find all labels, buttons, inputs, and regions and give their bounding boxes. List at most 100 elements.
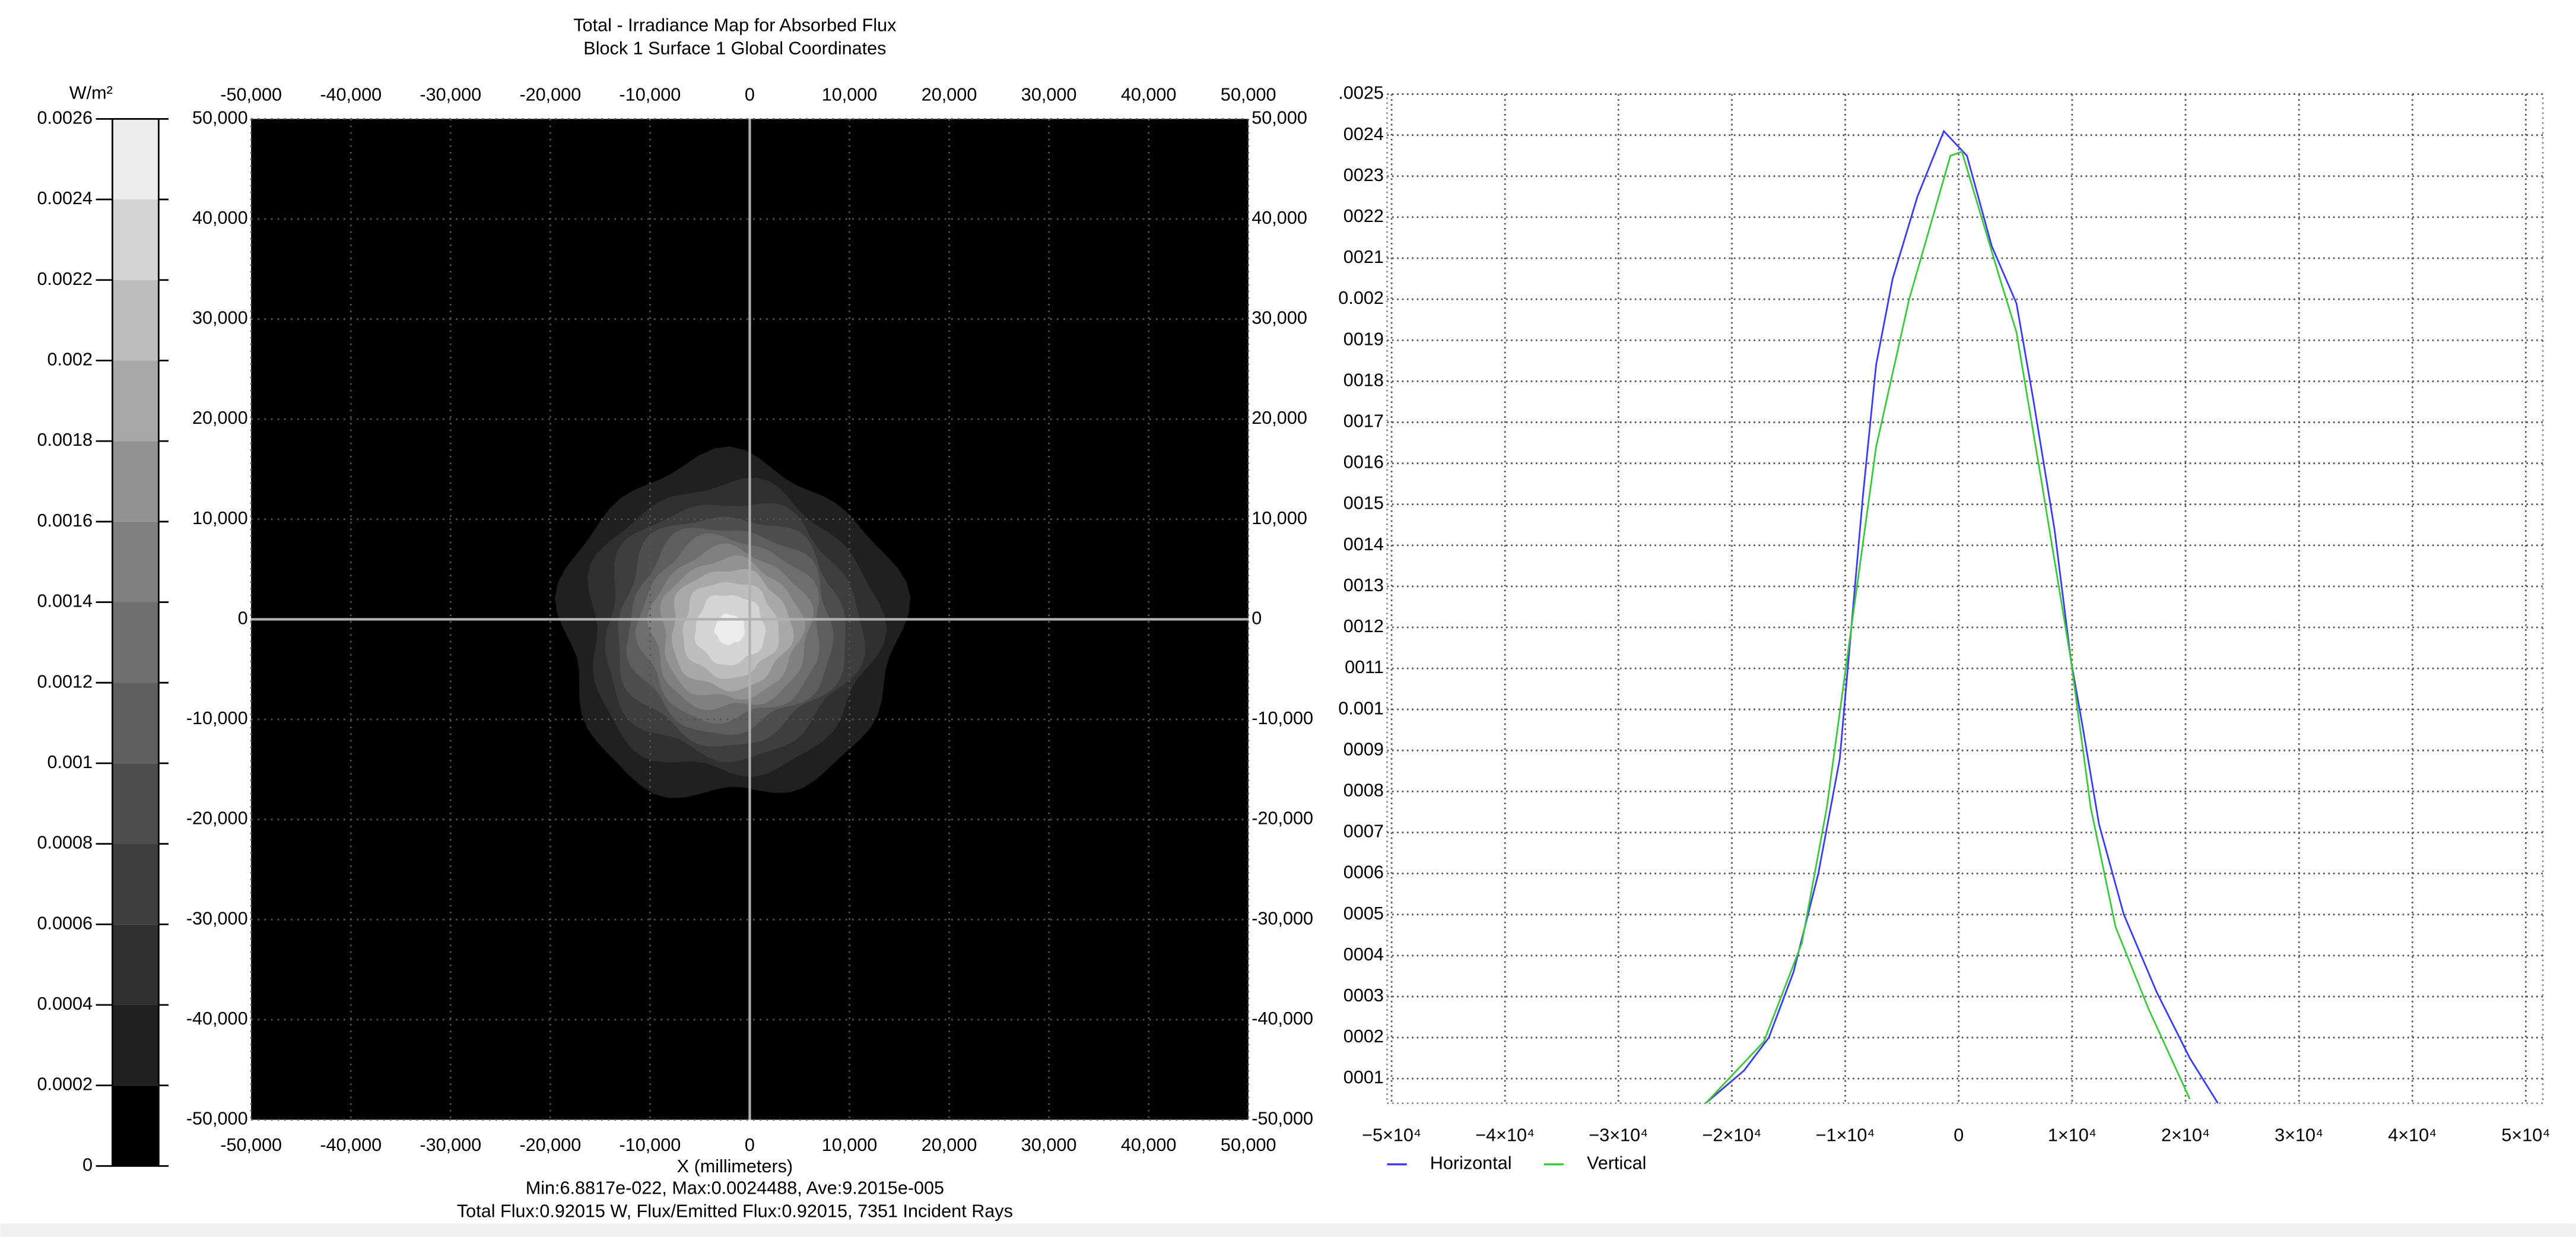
y-tick-label: 0.001: [1338, 698, 1384, 718]
y-tick-label: -40,000: [186, 1008, 248, 1029]
x-axis-label: X (millimeters): [677, 1156, 793, 1176]
colorbar-band: [112, 924, 159, 1005]
y-tick-label: -40,000: [1252, 1008, 1313, 1029]
x-tick-label: 3×10⁴: [2275, 1125, 2323, 1145]
y-tick-label: 10,000: [192, 508, 248, 528]
y-tick-label: 0021: [1343, 247, 1384, 267]
y-tick-label: -10,000: [186, 708, 248, 728]
colorbar-tick-label: 0.0014: [37, 591, 93, 611]
colorbar-tick-label: 0.0018: [37, 430, 93, 450]
x-tick-label: 0: [745, 84, 755, 104]
x-tick-label: 0: [1954, 1125, 1964, 1145]
contour-region: [714, 613, 745, 645]
y-tick-label: 40,000: [192, 208, 248, 228]
colorbar-band: [112, 441, 159, 522]
flux-note: Total Flux:0.92015 W, Flux/Emitted Flux:…: [457, 1201, 1013, 1221]
x-tick-label: -10,000: [620, 1135, 681, 1155]
colorbar-band: [112, 199, 159, 280]
colorbar-tick-label: 0.002: [47, 349, 93, 369]
y-tick-label: 0023: [1343, 165, 1384, 185]
colorbar-tick-label: 0.0024: [37, 188, 93, 208]
x-tick-label: 50,000: [1221, 1135, 1276, 1155]
colorbar-band: [112, 1085, 159, 1166]
x-tick-label: -10,000: [620, 84, 681, 104]
y-tick-label: 0022: [1343, 206, 1384, 226]
x-tick-label: -50,000: [220, 1135, 282, 1155]
x-tick-label: -50,000: [220, 84, 282, 104]
colorbar-band: [112, 119, 159, 200]
y-tick-label: .0025: [1338, 83, 1384, 103]
colorbar-band: [112, 843, 159, 925]
y-tick-label: 0012: [1343, 616, 1384, 636]
y-tick-label: -50,000: [186, 1109, 248, 1129]
y-tick-label: 0: [238, 608, 248, 628]
legend-label: Horizontal: [1430, 1153, 1512, 1173]
y-tick-label: 0014: [1343, 534, 1384, 554]
y-tick-label: 20,000: [1252, 408, 1307, 428]
window-edge: [0, 1223, 2576, 1237]
x-tick-label: −1×10⁴: [1816, 1125, 1875, 1145]
y-tick-label: 0017: [1343, 411, 1384, 432]
x-tick-label: -20,000: [519, 1135, 581, 1155]
x-tick-label: 20,000: [922, 84, 977, 104]
x-tick-label: −2×10⁴: [1702, 1125, 1762, 1145]
x-tick-label: -40,000: [320, 84, 382, 104]
x-tick-label: −5×10⁴: [1362, 1125, 1421, 1145]
colorbar-tick-label: 0.0006: [37, 913, 93, 933]
colorbar-band: [112, 280, 159, 361]
colorbar-band: [112, 521, 159, 602]
y-tick-label: 20,000: [192, 408, 248, 428]
y-tick-label: 50,000: [192, 107, 248, 128]
y-tick-label: 30,000: [192, 308, 248, 328]
contours: [555, 446, 911, 798]
y-tick-label: 10,000: [1252, 508, 1307, 528]
y-tick-label: 0: [1252, 608, 1262, 628]
colorbar-band: [112, 602, 159, 683]
y-tick-label: -20,000: [1252, 808, 1313, 829]
plot-frame: [1386, 93, 2544, 1105]
colorbar-band: [112, 360, 159, 442]
x-tick-label: 40,000: [1121, 1135, 1177, 1155]
x-tick-label: -30,000: [420, 84, 481, 104]
colorbar-frame: [112, 118, 160, 1167]
colorbar-tick-label: 0.0022: [37, 269, 93, 289]
colorbar-tick-label: 0.0026: [37, 107, 93, 128]
colorbar-label: W/m²: [69, 83, 113, 103]
y-tick-label: 0004: [1343, 944, 1384, 965]
y-tick-label: 0011: [1345, 657, 1384, 677]
y-tick-label: 0016: [1343, 452, 1384, 472]
x-tick-label: −4×10⁴: [1475, 1125, 1535, 1145]
x-tick-label: -40,000: [320, 1135, 382, 1155]
x-tick-label: 30,000: [1021, 1135, 1077, 1155]
y-tick-label: 30,000: [1252, 308, 1307, 328]
y-tick-label: 0019: [1343, 329, 1384, 349]
x-tick-label: 1×10⁴: [2048, 1125, 2097, 1145]
data-line: [1705, 129, 2219, 1104]
stats-note: Min:6.8817e-022, Max:0.0024488, Ave:9.20…: [526, 1178, 944, 1198]
colorbar-tick-label: 0.0002: [37, 1074, 93, 1095]
colorbar-tick-label: 0.001: [47, 752, 93, 772]
y-tick-label: -50,000: [1252, 1109, 1313, 1129]
colorbar-tick-label: 0: [82, 1154, 93, 1175]
colorbar-band: [112, 763, 159, 844]
x-tick-label: −3×10⁴: [1589, 1125, 1648, 1145]
x-tick-label: 50,000: [1221, 84, 1276, 104]
x-tick-label: -30,000: [420, 1135, 481, 1155]
y-tick-label: 50,000: [1252, 107, 1307, 128]
y-tick-label: 0013: [1343, 575, 1384, 595]
y-tick-label: 0006: [1343, 862, 1384, 883]
x-tick-label: -20,000: [519, 84, 581, 104]
y-tick-label: -10,000: [1252, 708, 1313, 728]
y-tick-label: 0015: [1343, 493, 1384, 513]
x-tick-label: 10,000: [822, 1135, 878, 1155]
y-tick-label: -30,000: [1252, 908, 1313, 928]
data-line: [1705, 150, 2191, 1104]
y-tick-label: 0002: [1343, 1026, 1384, 1046]
y-tick-label: 0008: [1343, 780, 1384, 800]
y-tick-label: 0024: [1343, 124, 1384, 144]
y-tick-label: 0018: [1343, 370, 1384, 390]
y-tick-label: 0005: [1343, 903, 1384, 924]
map-title: Total - Irradiance Map for Absorbed Flux: [573, 15, 896, 36]
